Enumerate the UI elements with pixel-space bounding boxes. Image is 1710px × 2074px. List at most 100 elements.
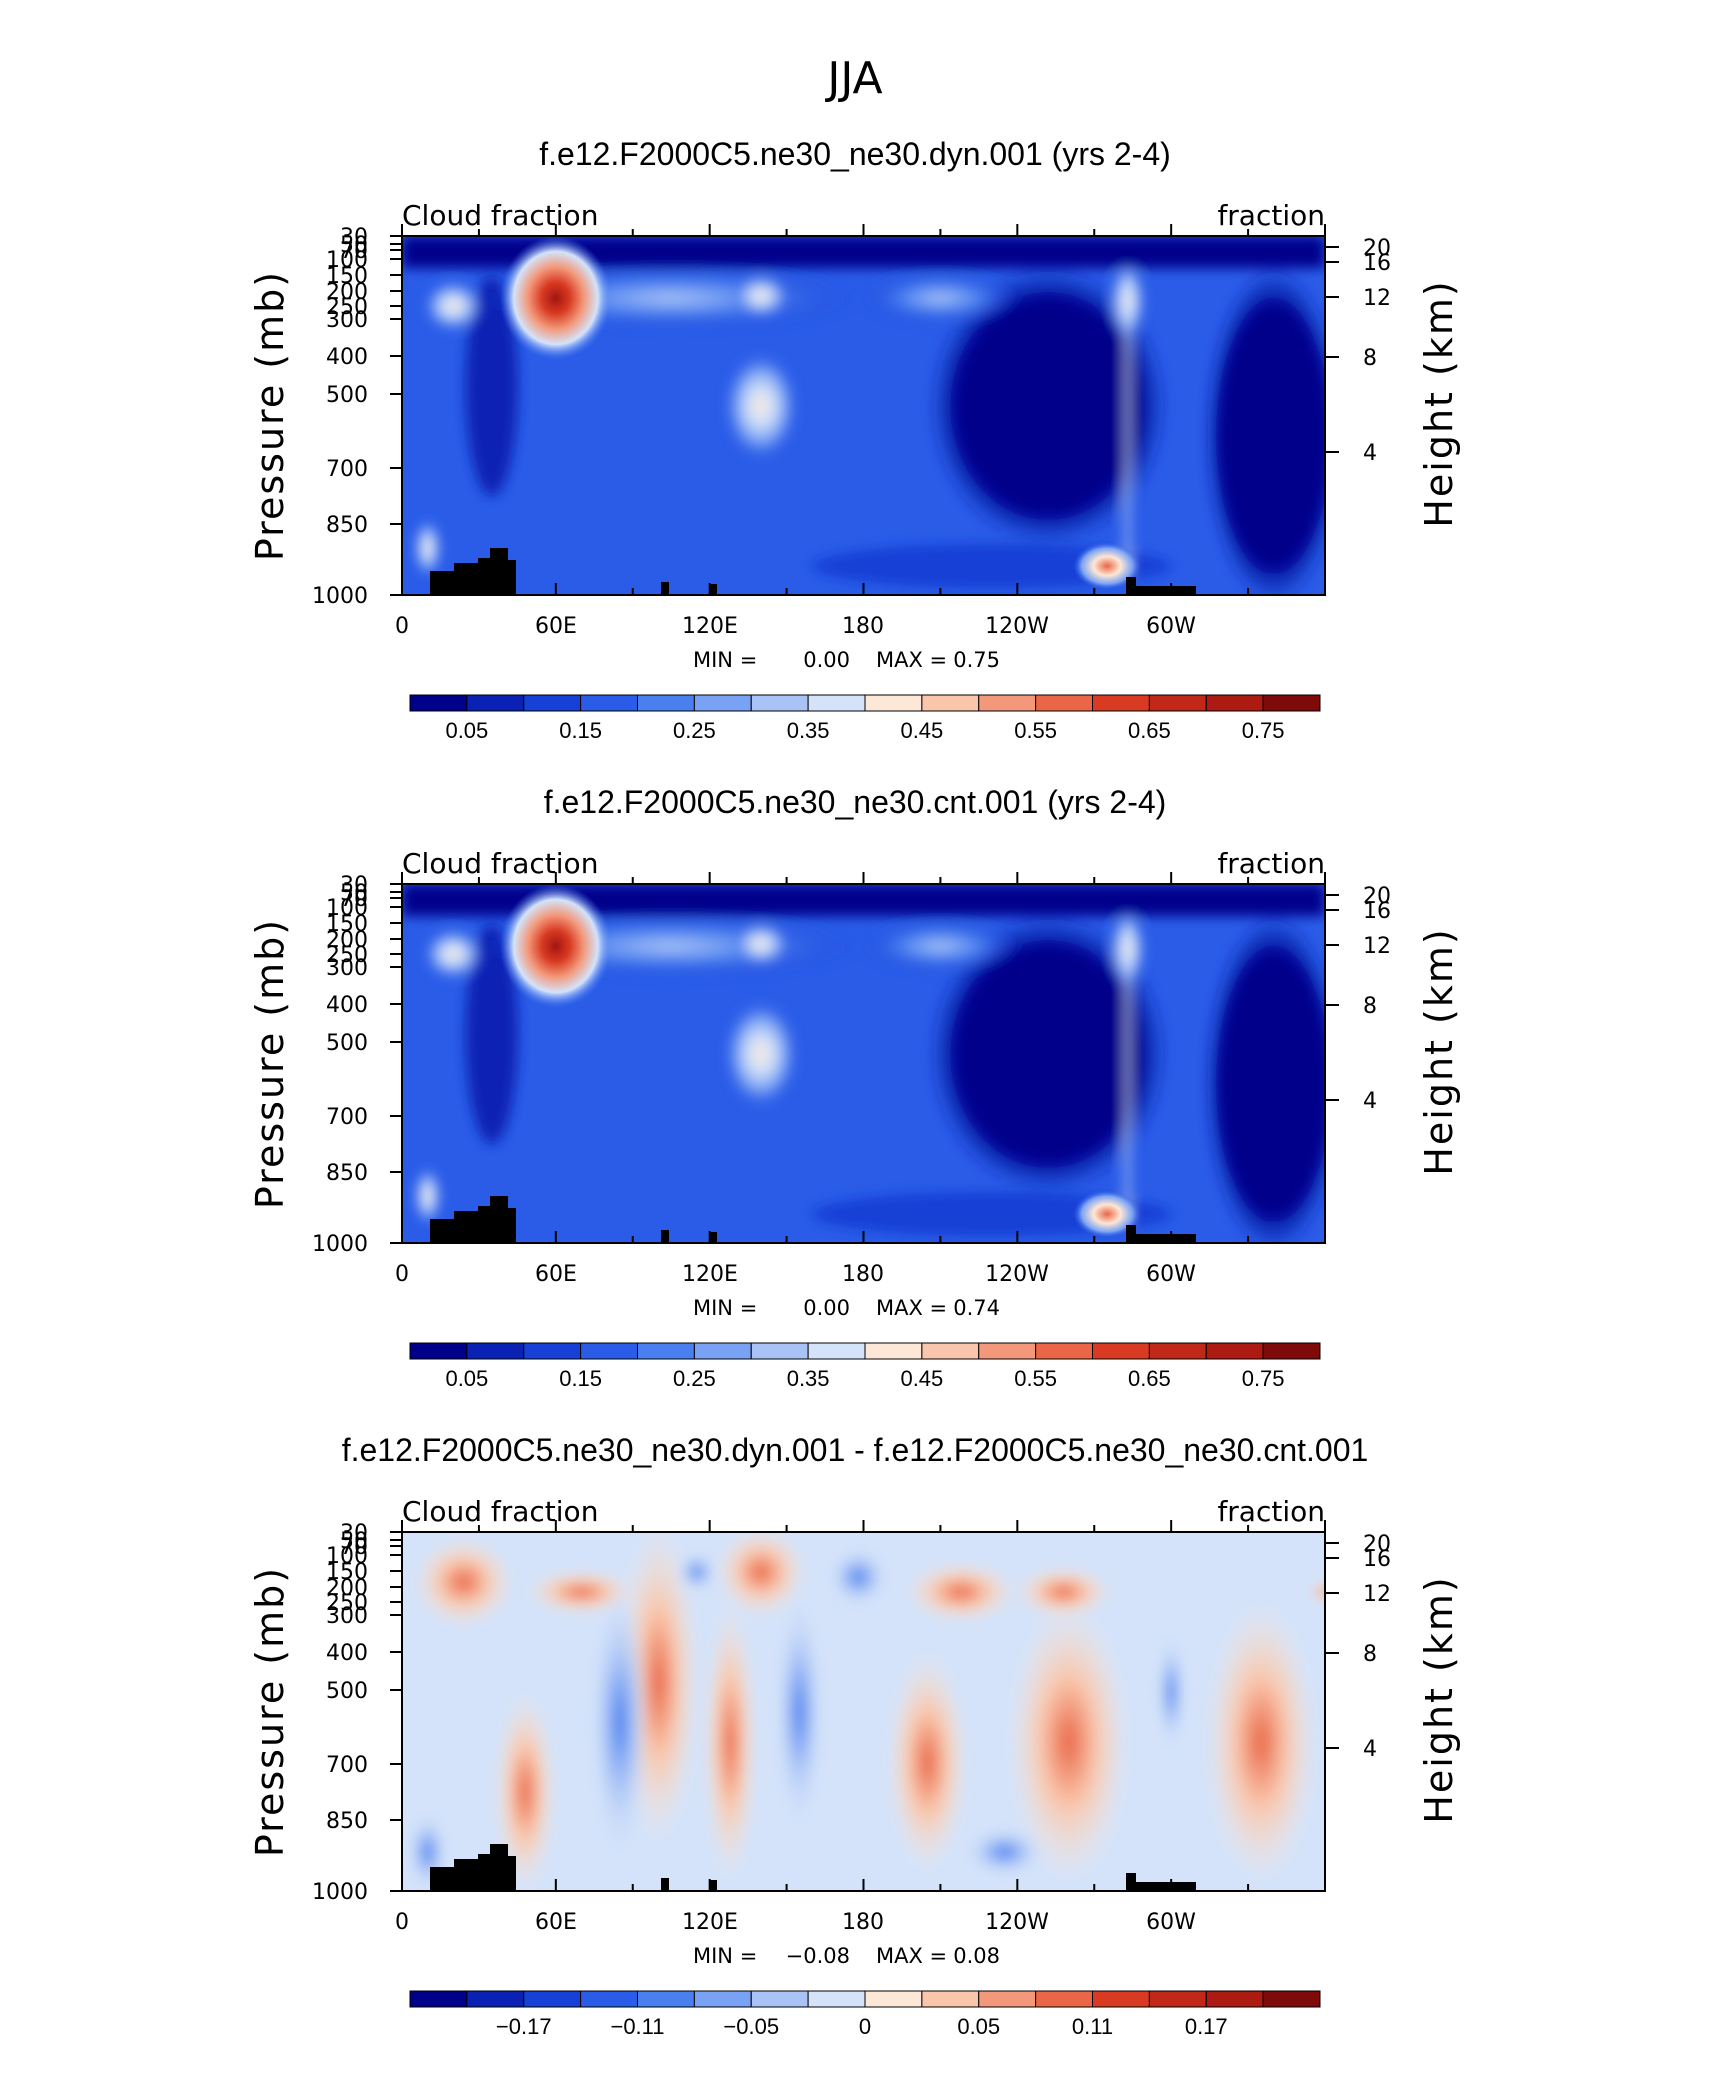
y-tick-label: 200 [326, 1576, 368, 1601]
y-tick-label: 30 [340, 873, 368, 898]
topography [1126, 1225, 1136, 1243]
y-tick-label: 100 [326, 896, 368, 921]
colorbar-swatch [580, 1342, 638, 1360]
colorbar-swatch [637, 1342, 695, 1360]
height-tick-label: 8 [1363, 994, 1377, 1019]
height-tick-label: 4 [1363, 1089, 1377, 1114]
colorbar-swatch [921, 1990, 980, 2008]
panel-3: f.e12.F2000C5.ne30_ne30.dyn.001 - f.e12.… [248, 1432, 1461, 2039]
height-tick-label: 12 [1363, 286, 1391, 311]
pacific-dry-region [928, 914, 1169, 1194]
x-tick-label: 60W [1146, 614, 1196, 639]
y-tick-label: 1000 [312, 584, 368, 609]
right-corner-label: fraction [1217, 847, 1325, 880]
x-tick-label: 0 [395, 1262, 409, 1287]
y-tick-label: 100 [326, 1544, 368, 1569]
topography [490, 1844, 508, 1891]
y-tick-label: 250 [326, 943, 368, 968]
figure-title: JJA [824, 53, 882, 104]
colorbar-swatch [693, 1342, 752, 1360]
topography [430, 1219, 454, 1243]
colorbar-label: 0.65 [1128, 1366, 1171, 1391]
max-label: MAX = [876, 1296, 947, 1320]
y-tick-label: 50 [340, 233, 368, 258]
colorbar-swatch [978, 1990, 1037, 2008]
africa-upper-cloud [423, 928, 484, 980]
y-tick-label: 1000 [312, 1232, 368, 1257]
colorbar: 0.05 0.15 0.25 0.35 0.45 0.55 0.65 0.75 [409, 1342, 1321, 1391]
min-label: MIN = [693, 1296, 757, 1320]
colorbar-label: 0.25 [673, 1366, 716, 1391]
topography [454, 563, 478, 595]
colorbar-swatch [1035, 1990, 1093, 2008]
colorbar-swatch [1092, 694, 1150, 712]
x-tick-label: 180 [842, 1262, 884, 1287]
min-value: −0.08 [786, 1944, 850, 1968]
colorbar-swatch [466, 1990, 525, 2008]
colorbar-swatch [807, 1990, 866, 2008]
africa-dry-column [465, 276, 518, 496]
y-tick-label: 250 [326, 295, 368, 320]
topography [490, 1196, 508, 1243]
negative-anomaly [676, 1552, 717, 1592]
max-label: MAX = [876, 648, 947, 672]
y-tick-label: 70 [340, 239, 368, 264]
colorbar-swatch [750, 694, 809, 712]
y-tick-label: 850 [326, 1809, 368, 1834]
y-tick-label: 850 [326, 513, 368, 538]
colorbar-label: 0.15 [559, 718, 602, 743]
colorbar-label: −0.11 [610, 2014, 664, 2039]
colorbar-label: 0.17 [1185, 2014, 1228, 2039]
x-tick-label: 60W [1146, 1910, 1196, 1935]
max-label: MAX = [876, 1944, 947, 1968]
topography [508, 560, 516, 595]
height-tick-label: 16 [1363, 1547, 1391, 1572]
colorbar-swatch [1092, 1990, 1150, 2008]
topography [709, 1880, 717, 1891]
colorbar-swatch [523, 1342, 582, 1360]
negative-anomaly [1157, 1632, 1186, 1752]
colorbar-swatch [523, 1990, 582, 2008]
colorbar: −0.17 −0.11 −0.05 0 0.05 0.11 0.17 [409, 1990, 1321, 2039]
colorbar-swatch [637, 694, 695, 712]
africa-dry-column [465, 924, 518, 1144]
positive-anomaly [413, 1537, 514, 1627]
height-tick-label: 20 [1363, 236, 1391, 261]
colorbar-swatch [921, 1342, 980, 1360]
x-tick-label: 120W [985, 1910, 1049, 1935]
colorbar-swatch [750, 1990, 809, 2008]
height-tick-label: 16 [1363, 251, 1391, 276]
max-value: 0.75 [953, 648, 1000, 672]
y-tick-label: 70 [340, 887, 368, 912]
colorbar-swatch [409, 694, 468, 712]
maritime-midlevel-cloud [722, 999, 799, 1109]
colorbar-swatch [978, 694, 1037, 712]
x-tick-label: 120E [682, 614, 738, 639]
positive-anomaly [905, 1562, 1016, 1622]
y-tick-label: 850 [326, 1161, 368, 1186]
y-tick-label: 50 [340, 881, 368, 906]
topography [508, 1208, 516, 1243]
colorbar-label: −0.17 [496, 2014, 552, 2039]
right-axis-title: Height (km) [1417, 279, 1461, 527]
colorbar-swatch [466, 694, 525, 712]
colorbar-label: 0.65 [1128, 718, 1171, 743]
colorbar-swatch [409, 1990, 468, 2008]
colorbar-swatch [750, 1342, 809, 1360]
positive-anomaly [1008, 1602, 1129, 1882]
colorbar-swatch [864, 1990, 923, 2008]
height-tick-label: 12 [1363, 934, 1391, 959]
panel-title: f.e12.F2000C5.ne30_ne30.dyn.001 (yrs 2-4… [539, 136, 1171, 172]
y-tick-label: 150 [326, 912, 368, 937]
y-tick-label: 150 [326, 264, 368, 289]
colorbar-label: 0.05 [957, 2014, 1000, 2039]
colorbar-swatch [637, 1990, 695, 2008]
y-tick-label: 500 [326, 383, 368, 408]
colorbar-label: 0.45 [900, 718, 943, 743]
y-tick-label: 70 [340, 1535, 368, 1560]
y-tick-label: 700 [326, 457, 368, 482]
topography [490, 548, 508, 595]
colorbar-label: 0.05 [445, 1366, 488, 1391]
topography [661, 582, 669, 595]
